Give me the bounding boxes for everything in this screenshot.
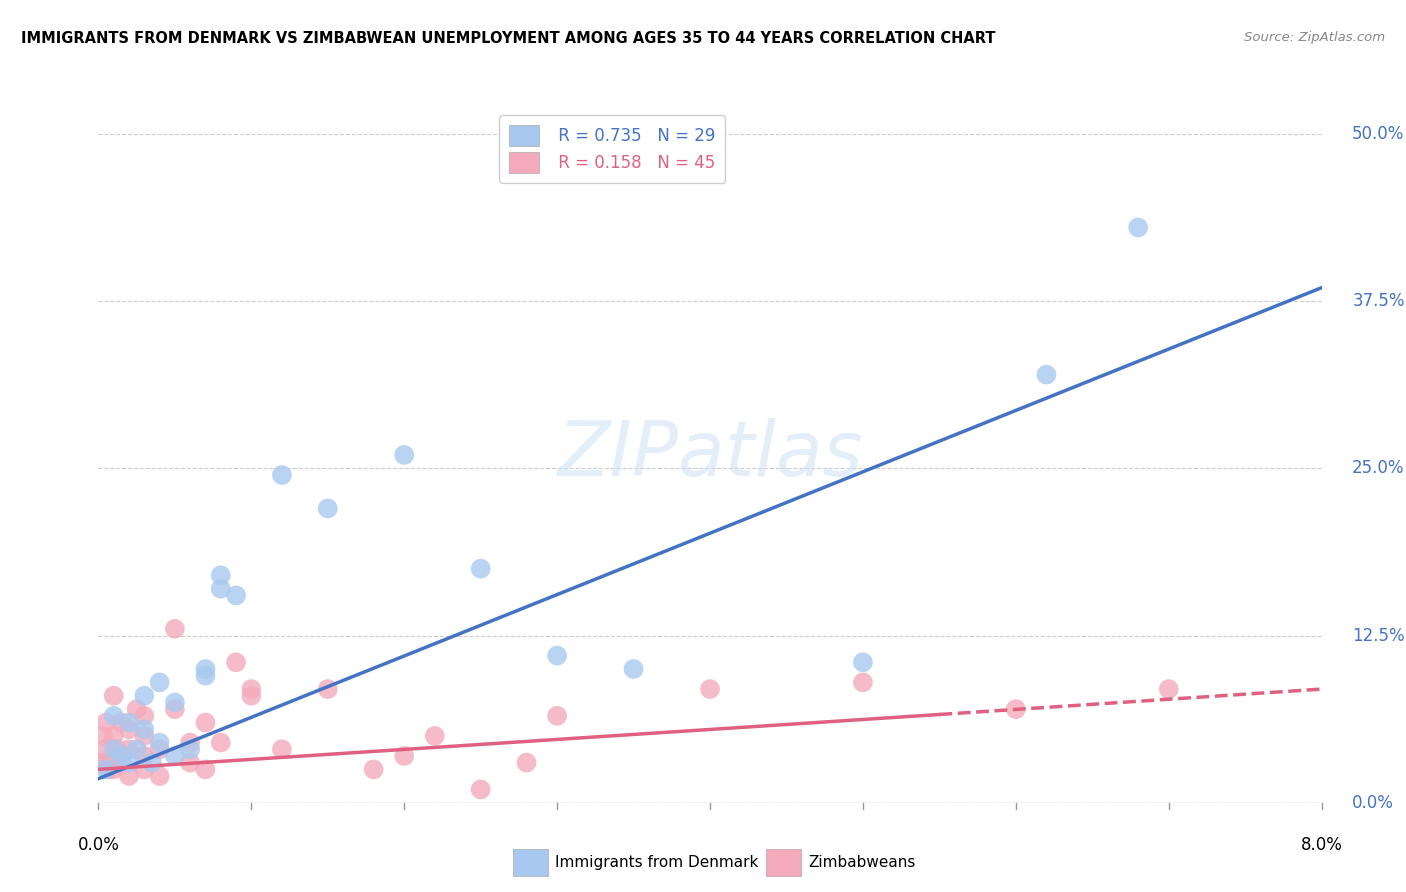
Point: [852, 655, 875, 669]
Point: [134, 708, 156, 723]
Point: [118, 723, 141, 737]
Point: [94, 762, 117, 776]
Point: [103, 729, 125, 743]
Point: [110, 749, 132, 764]
Point: [118, 715, 141, 730]
Point: [149, 742, 172, 756]
Point: [194, 762, 217, 776]
Point: [194, 715, 217, 730]
Point: [423, 729, 446, 743]
Point: [125, 702, 148, 716]
Point: [103, 708, 125, 723]
Text: 0.0%: 0.0%: [1353, 794, 1395, 812]
Point: [470, 782, 492, 797]
Text: 37.5%: 37.5%: [1353, 292, 1405, 310]
Point: [110, 756, 132, 770]
Point: [97, 762, 120, 776]
Point: [163, 749, 186, 764]
Point: [194, 662, 217, 676]
Point: [546, 708, 568, 723]
Point: [209, 735, 232, 749]
Point: [546, 648, 568, 663]
Point: [141, 756, 163, 770]
Point: [149, 735, 172, 749]
Point: [225, 589, 247, 603]
Text: Immigrants from Denmark: Immigrants from Denmark: [555, 855, 759, 870]
Point: [1035, 368, 1057, 382]
Point: [134, 749, 156, 764]
Point: [1128, 220, 1150, 235]
Point: [118, 756, 141, 770]
Text: 12.5%: 12.5%: [1353, 626, 1405, 645]
Point: [103, 742, 125, 756]
Point: [134, 762, 156, 776]
Text: Zimbabweans: Zimbabweans: [808, 855, 915, 870]
Point: [1004, 702, 1026, 716]
Point: [134, 689, 156, 703]
Text: 8.0%: 8.0%: [1301, 837, 1343, 855]
Point: [93, 742, 115, 756]
Point: [209, 582, 232, 596]
Point: [623, 662, 645, 676]
Point: [392, 749, 416, 764]
Point: [118, 769, 141, 783]
Legend:  R = 0.735   N = 29,  R = 0.158   N = 45: R = 0.735 N = 29, R = 0.158 N = 45: [499, 115, 725, 183]
Point: [270, 468, 294, 483]
Point: [240, 689, 263, 703]
Point: [134, 729, 156, 743]
Point: [179, 742, 201, 756]
Point: [103, 689, 125, 703]
Point: [316, 501, 339, 516]
Text: ZIPatlas: ZIPatlas: [557, 418, 863, 491]
Point: [470, 562, 492, 576]
Point: [105, 742, 128, 756]
Text: 50.0%: 50.0%: [1353, 125, 1405, 143]
Text: 25.0%: 25.0%: [1353, 459, 1405, 477]
Point: [225, 655, 247, 669]
Point: [125, 742, 148, 756]
Point: [163, 622, 186, 636]
Point: [110, 715, 132, 730]
Point: [91, 729, 114, 743]
Point: [270, 742, 294, 756]
Point: [209, 568, 232, 582]
Point: [516, 756, 538, 770]
Point: [392, 448, 416, 462]
Point: [1157, 681, 1180, 696]
Point: [149, 769, 172, 783]
Point: [134, 723, 156, 737]
Text: IMMIGRANTS FROM DENMARK VS ZIMBABWEAN UNEMPLOYMENT AMONG AGES 35 TO 44 YEARS COR: IMMIGRANTS FROM DENMARK VS ZIMBABWEAN UN…: [21, 31, 995, 46]
Point: [118, 742, 141, 756]
Point: [852, 675, 875, 690]
Point: [90, 756, 112, 770]
Point: [179, 756, 201, 770]
Point: [316, 681, 339, 696]
Point: [240, 681, 263, 696]
Point: [163, 696, 186, 710]
Point: [194, 669, 217, 683]
Point: [149, 675, 172, 690]
Point: [163, 702, 186, 716]
Point: [363, 762, 385, 776]
Point: [699, 681, 721, 696]
Text: 0.0%: 0.0%: [77, 837, 120, 855]
Point: [103, 762, 125, 776]
Point: [94, 715, 117, 730]
Point: [179, 735, 201, 749]
Point: [94, 756, 117, 770]
Text: Source: ZipAtlas.com: Source: ZipAtlas.com: [1244, 31, 1385, 45]
